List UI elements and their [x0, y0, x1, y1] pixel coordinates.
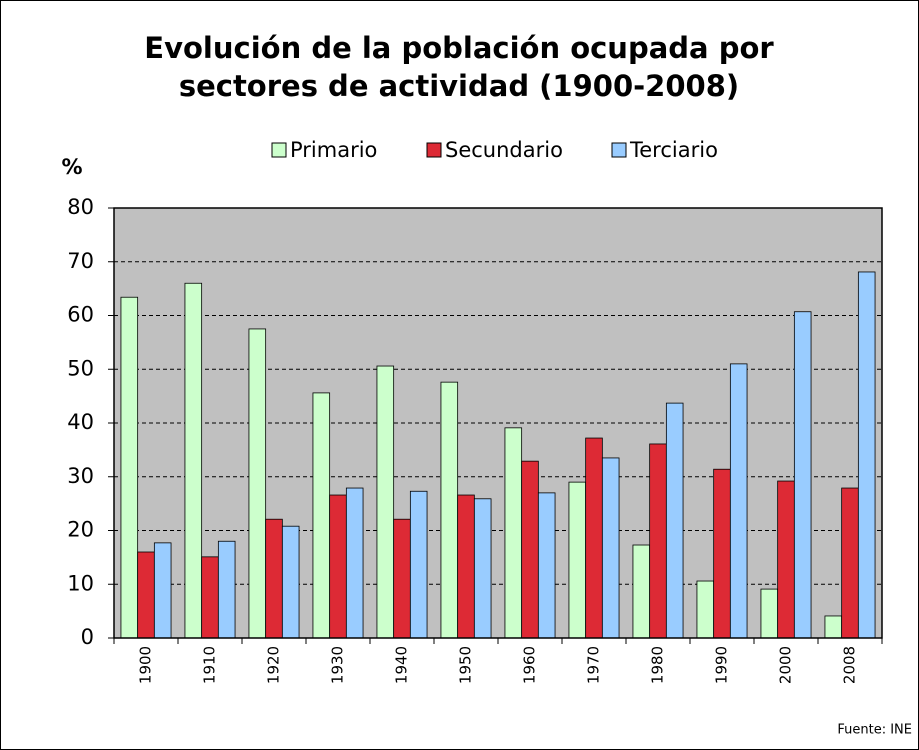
legend-swatch: [426, 142, 442, 158]
y-tick-label: 50: [67, 356, 94, 380]
bar: [713, 468, 731, 639]
y-tick-label: 20: [67, 518, 94, 542]
bar: [824, 615, 843, 639]
bar: [312, 392, 331, 639]
bar: [248, 328, 267, 639]
x-tick-label: 1950: [457, 646, 475, 684]
x-tick-label: 2000: [777, 646, 795, 684]
legend-label: Primario: [290, 138, 377, 162]
x-tick-label: 1940: [393, 646, 411, 684]
bar: [184, 282, 203, 639]
legend-swatch: [611, 142, 627, 158]
legend-label: Secundario: [445, 138, 563, 162]
bar: [201, 556, 219, 639]
bar: [137, 551, 155, 639]
bar: [473, 498, 492, 639]
bar: [457, 494, 475, 639]
bar: [777, 480, 795, 639]
bar: [537, 492, 556, 639]
bar: [329, 494, 347, 639]
bar: [153, 542, 172, 639]
bar: [601, 457, 620, 639]
plot-border: [113, 207, 883, 639]
bar: [376, 365, 395, 639]
legend-swatch: [271, 142, 287, 158]
y-axis-label: %: [61, 155, 82, 179]
y-tick-label: 10: [67, 571, 94, 595]
chart-title: Evolución de la población ocupada por: [144, 31, 774, 65]
bar: [841, 487, 859, 639]
bar: [857, 271, 876, 639]
bar: [568, 481, 587, 639]
bar: [281, 525, 300, 639]
bar: [585, 437, 603, 639]
y-tick-label: 60: [67, 303, 94, 327]
x-tick-label: 2008: [841, 646, 859, 684]
bar: [696, 580, 715, 639]
x-tick-label: 1920: [265, 646, 283, 684]
x-tick-label: 1970: [585, 646, 603, 684]
legend-label: Terciario: [629, 138, 718, 162]
x-tick-label: 1990: [713, 646, 731, 684]
bar: [265, 518, 283, 639]
bar: [729, 363, 748, 639]
bar: [521, 460, 539, 639]
y-tick-label: 40: [67, 410, 94, 434]
chart-title: sectores de actividad (1900-2008): [179, 69, 739, 103]
y-tick-label: 70: [67, 249, 94, 273]
bar: [793, 311, 812, 639]
bar: [393, 518, 411, 639]
bar: [120, 296, 139, 639]
y-tick-label: 0: [81, 625, 94, 649]
x-tick-label: 1930: [329, 646, 347, 684]
y-tick-label: 80: [67, 195, 94, 219]
bar: [409, 490, 428, 639]
bar: [345, 487, 364, 639]
bar: [440, 381, 459, 639]
bar: [217, 540, 236, 639]
bar: [665, 402, 684, 639]
x-tick-label: 1980: [649, 646, 667, 684]
source: Fuente: INE: [837, 723, 912, 738]
bar: [632, 544, 651, 639]
x-tick-label: 1900: [137, 646, 155, 684]
x-tick-label: 1910: [201, 646, 219, 684]
x-tick-label: 1960: [521, 646, 539, 684]
bar: [760, 588, 779, 639]
bar: [504, 427, 523, 639]
bar: [649, 443, 667, 639]
y-tick-label: 30: [67, 464, 94, 488]
